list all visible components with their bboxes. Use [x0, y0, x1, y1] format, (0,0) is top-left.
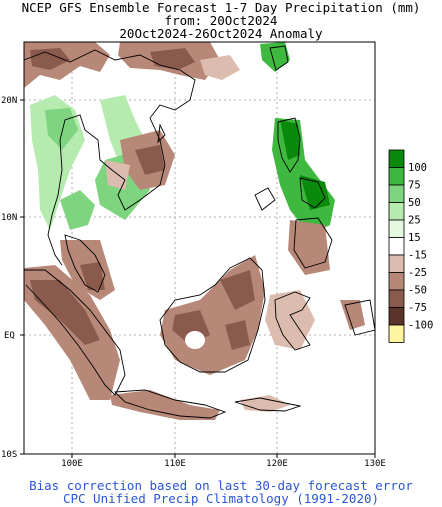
wet-anomaly-region — [260, 42, 290, 72]
lon-label-130e: 130E — [364, 459, 386, 469]
lat-label-20n: 20N — [1, 96, 17, 106]
legend-swatch — [388, 167, 405, 186]
lesser-sunda-coast — [234, 397, 302, 412]
dry-anomaly-region — [30, 280, 100, 345]
legend-swatch — [388, 202, 405, 221]
lat-label-10s: 10S — [1, 450, 17, 460]
anomaly-shading — [24, 42, 365, 420]
climatology-note: CPC Unified Precip Climatology (1991-202… — [62, 491, 380, 506]
dry-anomaly-region — [225, 320, 250, 350]
anomaly-period: 20Oct2024-26Oct2024 Anomaly — [119, 26, 323, 41]
legend-label: -100 — [408, 320, 433, 332]
wet-anomaly-region — [300, 175, 330, 210]
legend-swatch — [388, 184, 405, 203]
hainan-coast — [157, 123, 166, 144]
color-legend: 100 75 50 25 15 -15 -25 -50 -75 -100 — [388, 149, 433, 343]
legend-swatch — [388, 254, 405, 273]
lon-label-110e: 110E — [164, 459, 186, 469]
mainland-coast — [23, 49, 196, 266]
map-title: NCEP GFS Ensemble Forecast 1-7 Day Preci… — [21, 0, 421, 15]
legend-label: -25 — [408, 267, 427, 279]
bias-correction-note: Bias correction based on last 30-day for… — [29, 478, 413, 493]
legend-swatch — [388, 307, 405, 326]
borneo-coast — [159, 257, 266, 373]
map-frame — [23, 41, 376, 455]
dry-anomaly-region — [220, 270, 255, 310]
mindanao-coast — [293, 217, 333, 269]
legend-swatch — [388, 324, 405, 343]
axis-ticks — [20, 99, 376, 458]
wet-anomaly-region — [280, 120, 300, 160]
palawan-coast — [254, 187, 276, 211]
luzon-coast — [277, 117, 301, 173]
lat-label-eq: EQ — [4, 331, 15, 341]
legend-swatch — [388, 289, 405, 308]
dry-anomaly-region — [200, 55, 240, 80]
legend-label: 100 — [408, 162, 427, 174]
legend-swatch — [388, 272, 405, 291]
wet-anomaly-region — [60, 190, 95, 230]
taiwan-coast — [269, 45, 289, 71]
visayas-coast — [299, 177, 326, 209]
sulawesi-coast — [274, 291, 311, 351]
neutral-area — [185, 331, 205, 349]
dry-anomaly-region — [288, 220, 330, 275]
legend-swatch — [388, 149, 405, 168]
legend-label: 75 — [408, 180, 421, 192]
java-coast — [113, 389, 227, 419]
legend-label: -75 — [408, 302, 427, 314]
dry-anomaly-region — [150, 48, 195, 70]
legend-label: -15 — [408, 250, 427, 262]
legend-label: 25 — [408, 215, 421, 227]
legend-swatch — [388, 219, 405, 238]
malay-peninsula-coast — [64, 234, 106, 293]
legend-swatch — [388, 237, 405, 256]
lon-label-120e: 120E — [266, 459, 288, 469]
lon-label-100e: 100E — [61, 459, 83, 469]
dry-anomaly-region — [110, 390, 220, 420]
legend-label: -50 — [408, 285, 427, 297]
dry-anomaly-region — [265, 290, 315, 350]
sumatra-coast — [24, 269, 126, 396]
dry-anomaly-region — [80, 262, 105, 290]
forecast-start-date: from: 20Oct2024 — [164, 13, 278, 28]
legend-label: 15 — [408, 232, 421, 244]
legend-label: 50 — [408, 197, 421, 209]
dry-anomaly-region — [135, 145, 165, 175]
coastlines — [23, 45, 376, 419]
lat-label-10n: 10N — [1, 213, 17, 223]
